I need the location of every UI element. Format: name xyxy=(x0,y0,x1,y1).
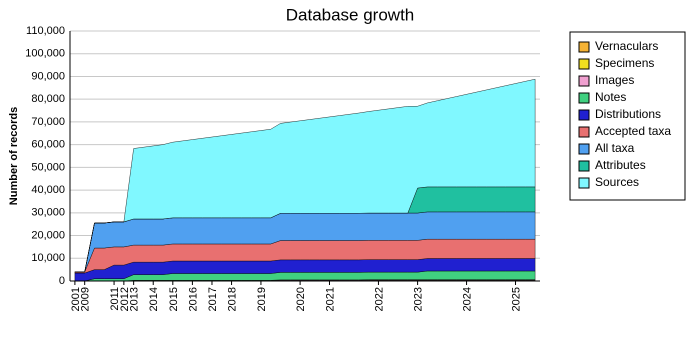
y-tick-label: 110,000 xyxy=(26,25,65,37)
x-tick-label: 2018 xyxy=(227,287,239,311)
legend-swatch xyxy=(578,177,590,189)
y-tick-label: 40,000 xyxy=(31,184,65,196)
y-tick-label: 30,000 xyxy=(31,207,65,219)
legend-swatch xyxy=(578,143,590,155)
legend-label: All taxa xyxy=(595,141,635,155)
x-tick-label: 2022 xyxy=(373,287,385,311)
y-tick-label: 0 xyxy=(59,275,65,287)
legend-swatch xyxy=(578,75,590,87)
y-tick-label: 60,000 xyxy=(31,139,65,151)
legend-swatch xyxy=(578,160,590,172)
x-tick-label: 2009 xyxy=(80,287,92,311)
y-tick-label: 80,000 xyxy=(31,93,65,105)
legend-swatch xyxy=(578,92,590,104)
x-tick-label: 2013 xyxy=(129,287,141,311)
legend-swatch xyxy=(578,126,590,138)
y-tick-label: 10,000 xyxy=(31,252,65,264)
legend-label: Distributions xyxy=(595,107,661,121)
x-tick-label: 2020 xyxy=(295,287,307,311)
legend-label: Notes xyxy=(595,90,626,104)
legend-label: Attributes xyxy=(595,158,646,172)
y-tick-label: 70,000 xyxy=(31,116,65,128)
legend-swatch xyxy=(578,109,590,121)
legend-label: Sources xyxy=(595,175,639,189)
legend-swatch xyxy=(578,58,590,70)
y-tick-label: 50,000 xyxy=(31,161,65,173)
x-tick-label: 2021 xyxy=(324,287,336,311)
x-tick-label: 2015 xyxy=(168,287,180,311)
x-tick-label: 2001 xyxy=(70,287,82,311)
y-tick-label: 90,000 xyxy=(31,70,65,82)
x-tick-label: 2019 xyxy=(256,287,268,311)
x-tick-label: 2023 xyxy=(413,287,425,311)
legend-label: Accepted taxa xyxy=(595,124,671,138)
chart-title: Database growth xyxy=(286,5,415,24)
area xyxy=(74,78,536,273)
y-tick-label: 20,000 xyxy=(31,229,65,241)
legend-label: Images xyxy=(595,73,634,87)
x-tick-label: 2011 xyxy=(109,287,121,311)
x-tick-label: 2016 xyxy=(187,287,199,311)
legend-label: Vernaculars xyxy=(595,39,658,53)
y-tick-label: 100,000 xyxy=(25,48,65,60)
legend-label: Specimens xyxy=(595,56,654,70)
x-tick-label: 2017 xyxy=(207,287,219,311)
x-tick-label: 2024 xyxy=(462,287,474,311)
x-tick-label: 2012 xyxy=(119,287,131,311)
x-tick-label: 2025 xyxy=(511,287,523,311)
x-tick-label: 2014 xyxy=(148,287,160,311)
y-axis-label: Number of records xyxy=(8,107,20,205)
legend-swatch xyxy=(578,41,590,53)
